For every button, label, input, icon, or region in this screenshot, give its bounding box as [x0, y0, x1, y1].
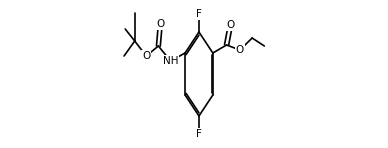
Text: NH: NH — [163, 56, 178, 66]
Text: O: O — [142, 51, 150, 61]
Text: O: O — [226, 20, 234, 30]
Text: F: F — [196, 9, 202, 19]
Text: O: O — [156, 19, 165, 29]
Text: F: F — [196, 129, 202, 139]
Text: O: O — [236, 45, 244, 55]
